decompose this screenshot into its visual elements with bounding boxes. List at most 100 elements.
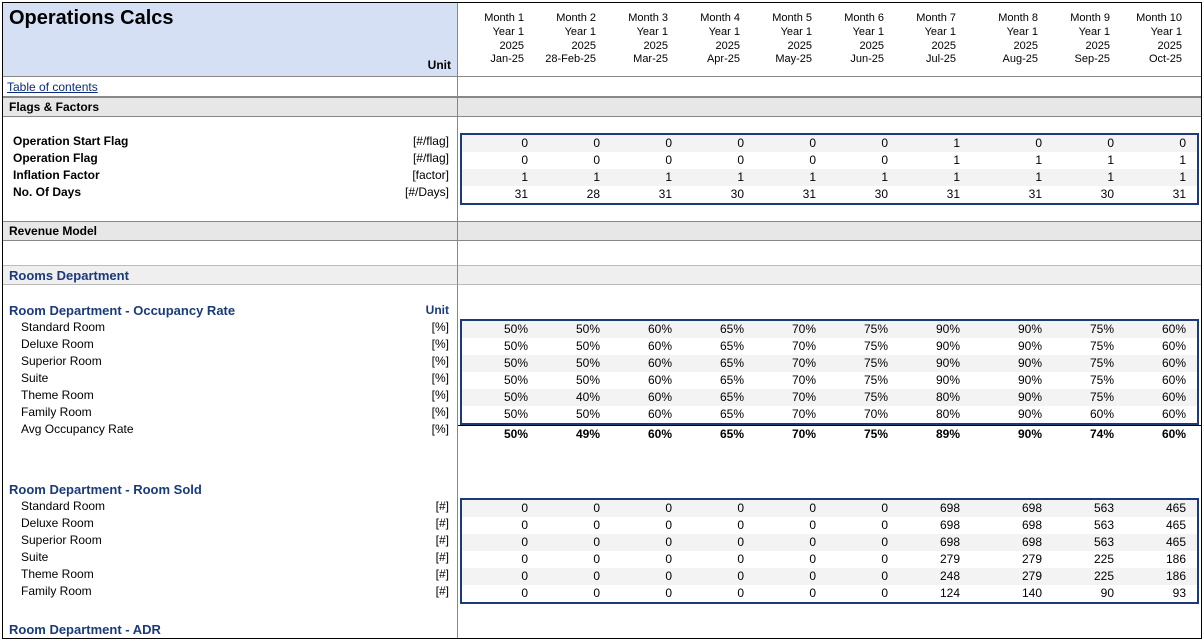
data-cell[interactable]: 0: [462, 517, 534, 534]
data-cell[interactable]: 0: [678, 585, 750, 602]
data-cell[interactable]: 50%: [534, 355, 606, 372]
data-cell[interactable]: 0: [462, 135, 534, 152]
data-cell[interactable]: 50%: [534, 338, 606, 355]
data-cell[interactable]: 75%: [1048, 372, 1120, 389]
avg-cell[interactable]: 89%: [894, 426, 966, 442]
data-cell[interactable]: 65%: [678, 321, 750, 338]
data-cell[interactable]: 50%: [462, 372, 534, 389]
data-cell[interactable]: 1: [1120, 152, 1192, 169]
data-cell[interactable]: 75%: [822, 321, 894, 338]
data-cell[interactable]: 50%: [462, 406, 534, 423]
data-cell[interactable]: 80%: [894, 389, 966, 406]
data-cell[interactable]: 30: [678, 186, 750, 203]
data-cell[interactable]: 186: [1120, 568, 1192, 585]
data-cell[interactable]: 31: [894, 186, 966, 203]
data-cell[interactable]: 0: [750, 568, 822, 585]
data-cell[interactable]: 70%: [750, 355, 822, 372]
data-cell[interactable]: 0: [750, 551, 822, 568]
data-cell[interactable]: 1: [750, 169, 822, 186]
data-cell[interactable]: 31: [750, 186, 822, 203]
data-cell[interactable]: 80%: [894, 406, 966, 423]
data-cell[interactable]: 60%: [606, 389, 678, 406]
data-cell[interactable]: 0: [462, 534, 534, 551]
data-cell[interactable]: 124: [894, 585, 966, 602]
data-cell[interactable]: 279: [894, 551, 966, 568]
data-cell[interactable]: 1: [822, 169, 894, 186]
data-cell[interactable]: 75%: [822, 355, 894, 372]
data-cell[interactable]: 0: [822, 152, 894, 169]
data-cell[interactable]: 698: [894, 534, 966, 551]
data-cell[interactable]: 1: [534, 169, 606, 186]
data-cell[interactable]: 0: [750, 534, 822, 551]
data-cell[interactable]: 1: [1048, 169, 1120, 186]
data-cell[interactable]: 50%: [462, 355, 534, 372]
data-cell[interactable]: 140: [966, 585, 1048, 602]
data-cell[interactable]: 60%: [1120, 372, 1192, 389]
data-cell[interactable]: 1: [966, 169, 1048, 186]
data-cell[interactable]: 65%: [678, 338, 750, 355]
data-cell[interactable]: 31: [966, 186, 1048, 203]
data-cell[interactable]: 90: [1048, 585, 1120, 602]
data-cell[interactable]: 90%: [966, 389, 1048, 406]
data-cell[interactable]: 0: [462, 585, 534, 602]
data-cell[interactable]: 0: [750, 585, 822, 602]
data-cell[interactable]: 75%: [822, 389, 894, 406]
data-cell[interactable]: 1: [894, 135, 966, 152]
avg-cell[interactable]: 90%: [966, 426, 1048, 442]
data-cell[interactable]: 0: [534, 568, 606, 585]
data-cell[interactable]: 50%: [462, 321, 534, 338]
data-cell[interactable]: 90%: [966, 338, 1048, 355]
data-cell[interactable]: 0: [606, 585, 678, 602]
data-cell[interactable]: 60%: [606, 372, 678, 389]
data-cell[interactable]: 65%: [678, 372, 750, 389]
data-cell[interactable]: 60%: [1048, 406, 1120, 423]
data-cell[interactable]: 75%: [1048, 338, 1120, 355]
data-cell[interactable]: 70%: [750, 406, 822, 423]
data-cell[interactable]: 0: [1048, 135, 1120, 152]
data-cell[interactable]: 60%: [1120, 338, 1192, 355]
data-cell[interactable]: 60%: [606, 321, 678, 338]
avg-cell[interactable]: 49%: [534, 426, 606, 442]
data-cell[interactable]: 0: [606, 517, 678, 534]
data-cell[interactable]: 698: [894, 517, 966, 534]
data-cell[interactable]: 60%: [606, 355, 678, 372]
data-cell[interactable]: 60%: [1120, 355, 1192, 372]
data-cell[interactable]: 0: [750, 517, 822, 534]
data-cell[interactable]: 31: [1120, 186, 1192, 203]
data-cell[interactable]: 30: [1048, 186, 1120, 203]
data-cell[interactable]: 93: [1120, 585, 1192, 602]
data-cell[interactable]: 0: [1120, 135, 1192, 152]
data-cell[interactable]: 225: [1048, 551, 1120, 568]
data-cell[interactable]: 698: [966, 517, 1048, 534]
data-cell[interactable]: 0: [678, 517, 750, 534]
data-cell[interactable]: 0: [534, 152, 606, 169]
data-cell[interactable]: 31: [462, 186, 534, 203]
data-cell[interactable]: 0: [822, 500, 894, 517]
data-cell[interactable]: 90%: [894, 372, 966, 389]
data-cell[interactable]: 1: [1048, 152, 1120, 169]
data-cell[interactable]: 279: [966, 568, 1048, 585]
data-cell[interactable]: 70%: [750, 372, 822, 389]
data-cell[interactable]: 0: [462, 568, 534, 585]
data-cell[interactable]: 1: [1120, 169, 1192, 186]
data-cell[interactable]: 0: [678, 534, 750, 551]
data-cell[interactable]: 698: [966, 500, 1048, 517]
data-cell[interactable]: 60%: [1120, 389, 1192, 406]
data-cell[interactable]: 465: [1120, 500, 1192, 517]
data-cell[interactable]: 75%: [1048, 389, 1120, 406]
data-cell[interactable]: 50%: [534, 372, 606, 389]
data-cell[interactable]: 465: [1120, 534, 1192, 551]
data-cell[interactable]: 563: [1048, 517, 1120, 534]
data-cell[interactable]: 0: [822, 517, 894, 534]
data-cell[interactable]: 0: [678, 135, 750, 152]
data-cell[interactable]: 90%: [966, 321, 1048, 338]
data-cell[interactable]: 0: [606, 135, 678, 152]
data-cell[interactable]: 563: [1048, 534, 1120, 551]
data-cell[interactable]: 0: [750, 135, 822, 152]
data-cell[interactable]: 0: [606, 152, 678, 169]
data-cell[interactable]: 75%: [822, 372, 894, 389]
data-cell[interactable]: 0: [822, 534, 894, 551]
data-cell[interactable]: 225: [1048, 568, 1120, 585]
data-cell[interactable]: 1: [894, 152, 966, 169]
data-cell[interactable]: 40%: [534, 389, 606, 406]
